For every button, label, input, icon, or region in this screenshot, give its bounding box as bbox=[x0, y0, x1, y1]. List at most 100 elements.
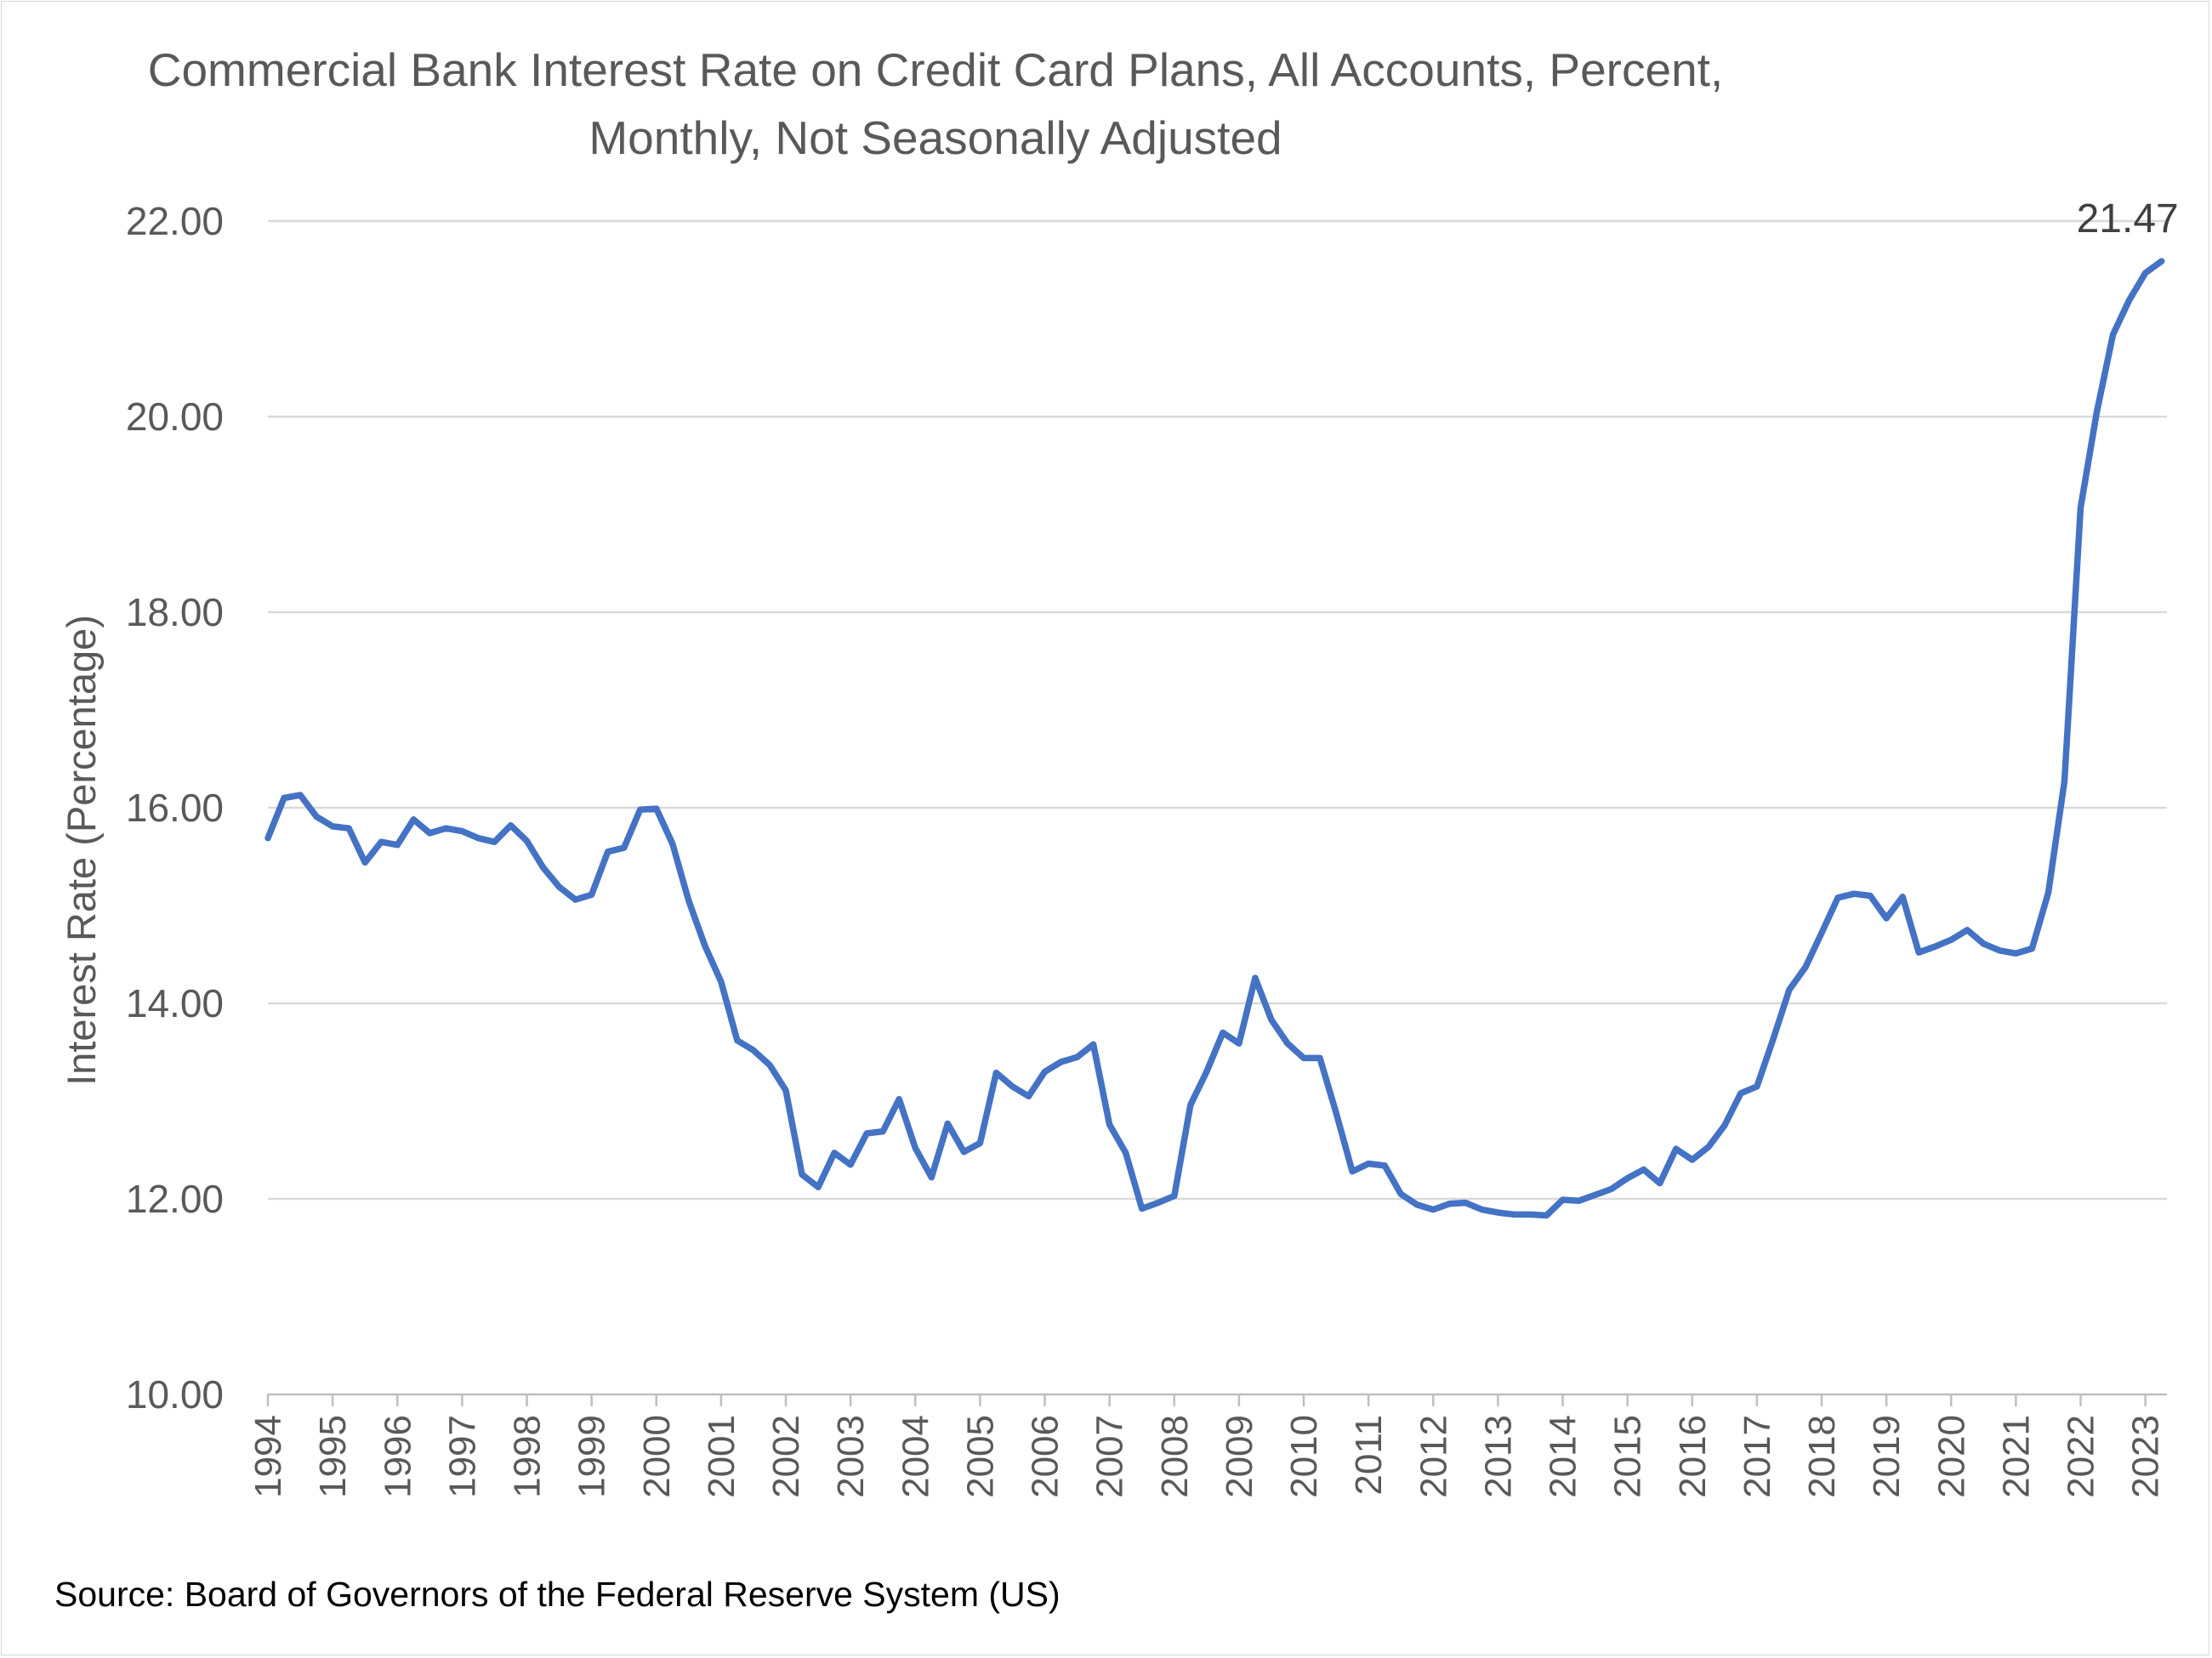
data-point bbox=[1284, 1040, 1291, 1047]
y-tick-label: 12.00 bbox=[126, 1177, 224, 1221]
data-point bbox=[2061, 778, 2067, 785]
data-point bbox=[718, 979, 725, 985]
x-tick-label: 2013 bbox=[1477, 1415, 1519, 1498]
data-point bbox=[1980, 940, 1987, 947]
data-point bbox=[556, 883, 563, 890]
y-tick-label: 16.00 bbox=[126, 786, 224, 830]
data-point bbox=[1090, 1041, 1097, 1048]
data-point bbox=[637, 806, 644, 813]
series-layer bbox=[264, 258, 2165, 1219]
data-point bbox=[896, 1096, 902, 1103]
data-point bbox=[2028, 945, 2035, 952]
data-point bbox=[879, 1128, 886, 1135]
data-point bbox=[1252, 974, 1259, 981]
x-tick-label: 2000 bbox=[636, 1415, 678, 1498]
x-tick-label: 2002 bbox=[765, 1415, 807, 1498]
data-point bbox=[605, 849, 611, 855]
data-point bbox=[1737, 1090, 1744, 1097]
y-tick-label: 20.00 bbox=[126, 395, 224, 439]
y-tick-label: 18.00 bbox=[126, 590, 224, 634]
data-point bbox=[1996, 947, 2003, 954]
data-point bbox=[1510, 1211, 1517, 1218]
series-line bbox=[264, 258, 2165, 1219]
data-point bbox=[1462, 1200, 1469, 1207]
chart-title-line-1: Commercial Bank Interest Rate on Credit … bbox=[147, 43, 1724, 96]
data-point bbox=[1155, 1200, 1162, 1207]
x-tick-label: 1994 bbox=[247, 1415, 289, 1498]
data-point bbox=[1123, 1150, 1129, 1156]
x-tick-label: 2021 bbox=[1995, 1415, 2037, 1498]
data-point bbox=[1560, 1196, 1566, 1203]
data-point bbox=[1187, 1102, 1194, 1109]
data-point bbox=[1721, 1122, 1728, 1129]
data-point bbox=[685, 897, 692, 904]
data-point bbox=[1478, 1207, 1485, 1213]
data-point bbox=[1349, 1168, 1356, 1175]
data-point bbox=[1430, 1207, 1436, 1213]
x-tick-label: 2019 bbox=[1866, 1415, 1908, 1498]
x-tick-label: 1996 bbox=[377, 1415, 418, 1498]
y-axis-title: Interest Rate (Percentage) bbox=[59, 615, 104, 1086]
data-point bbox=[508, 822, 514, 829]
data-point bbox=[491, 838, 498, 845]
data-point bbox=[1365, 1161, 1372, 1167]
data-point bbox=[1316, 1054, 1323, 1061]
data-point bbox=[815, 1184, 822, 1190]
data-point bbox=[1381, 1162, 1388, 1169]
x-tick-label: 2018 bbox=[1801, 1415, 1843, 1498]
data-point bbox=[1770, 1036, 1777, 1042]
data-point bbox=[863, 1130, 870, 1137]
gridlines bbox=[268, 219, 2167, 1201]
data-point bbox=[1802, 964, 1809, 970]
y-tick-label: 14.00 bbox=[126, 981, 224, 1025]
data-point bbox=[847, 1161, 854, 1168]
data-point bbox=[1236, 1040, 1242, 1047]
data-point bbox=[1705, 1144, 1712, 1150]
data-point bbox=[831, 1150, 838, 1156]
x-tick-label: 2008 bbox=[1154, 1415, 1196, 1498]
data-point bbox=[799, 1171, 805, 1178]
data-point bbox=[442, 825, 449, 832]
x-tick-label: 2011 bbox=[1348, 1415, 1390, 1496]
data-point bbox=[2126, 297, 2133, 304]
data-point bbox=[750, 1047, 757, 1053]
x-tick-label: 1995 bbox=[312, 1415, 354, 1498]
x-tick-label: 2007 bbox=[1089, 1415, 1131, 1498]
chart-title-line-2: Monthly, Not Seasonally Adjusted bbox=[589, 111, 1282, 164]
data-point bbox=[1058, 1059, 1064, 1065]
data-point bbox=[1446, 1201, 1453, 1207]
data-point bbox=[361, 859, 368, 866]
x-tick-label: 1999 bbox=[571, 1415, 613, 1498]
x-tick-label: 2015 bbox=[1607, 1415, 1649, 1498]
data-point bbox=[1009, 1083, 1015, 1090]
y-tick-label: 10.00 bbox=[126, 1372, 224, 1417]
data-point bbox=[1818, 929, 1825, 936]
data-point bbox=[1851, 890, 1857, 897]
x-tick-labels: 1994 1995 1996 1997 1998 1999 2000 2001 2002 2003… bbox=[247, 1415, 2167, 1498]
data-point bbox=[1754, 1083, 1760, 1090]
data-point bbox=[1333, 1110, 1339, 1116]
data-point bbox=[1139, 1206, 1146, 1212]
data-point bbox=[992, 1070, 999, 1076]
data-point bbox=[1300, 1054, 1307, 1061]
data-point bbox=[2012, 950, 2019, 957]
x-tick-label: 2005 bbox=[959, 1415, 1001, 1498]
data-point bbox=[1657, 1180, 1663, 1187]
data-point bbox=[524, 838, 530, 844]
data-point bbox=[976, 1139, 983, 1146]
data-point bbox=[1106, 1121, 1113, 1128]
data-point bbox=[669, 841, 676, 847]
x-tick-label: 2012 bbox=[1413, 1415, 1454, 1498]
x-tick-label: 2022 bbox=[2061, 1415, 2102, 1498]
source-note: Source: Board of Governors of the Federa… bbox=[54, 1575, 1061, 1614]
data-point bbox=[1899, 894, 1906, 900]
data-point bbox=[410, 816, 417, 823]
data-point bbox=[766, 1062, 773, 1068]
data-point bbox=[2045, 889, 2051, 896]
data-point bbox=[475, 835, 481, 842]
data-point bbox=[2094, 408, 2101, 415]
data-point bbox=[1834, 894, 1841, 901]
data-point bbox=[589, 891, 595, 898]
x-tick-label: 2016 bbox=[1672, 1415, 1714, 1498]
